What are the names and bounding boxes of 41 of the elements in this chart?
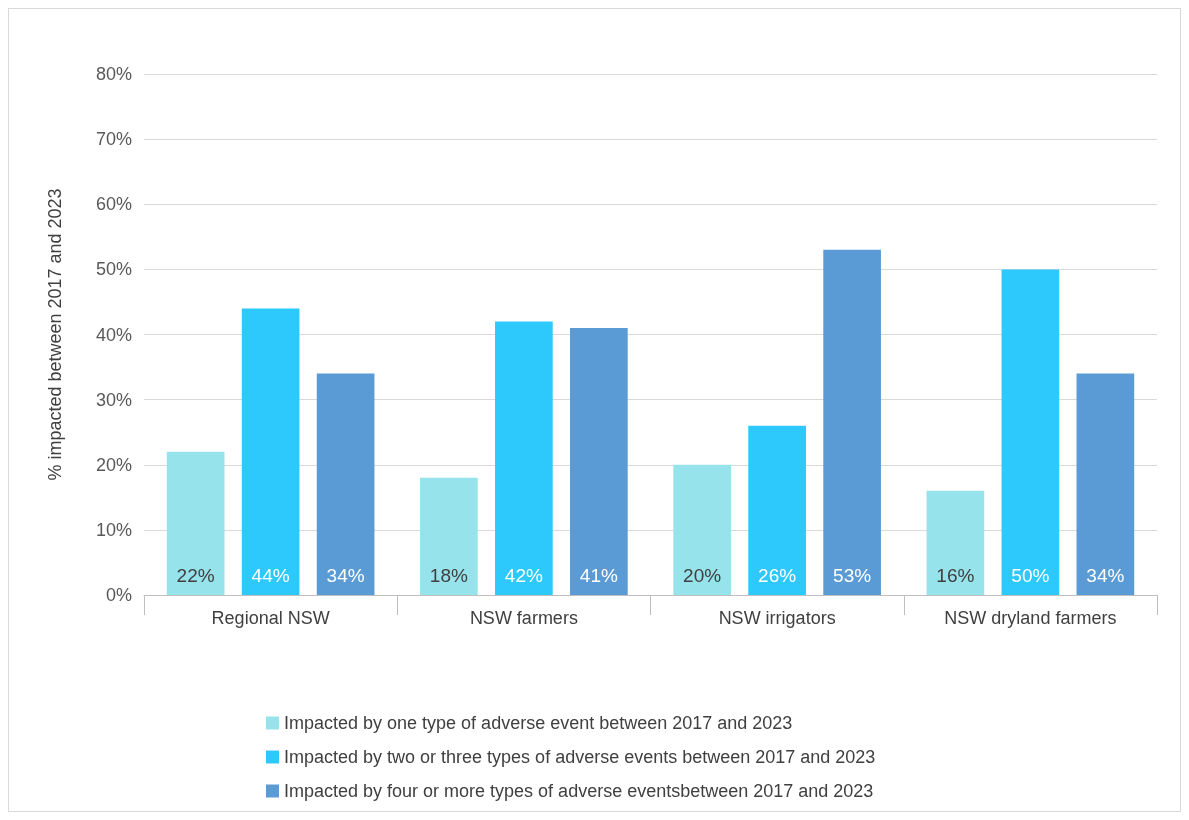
legend-label: Impacted by four or more types of adverse eventsbetween 2017 and 2023 <box>284 781 874 801</box>
bar <box>748 425 806 595</box>
bar <box>166 451 225 595</box>
y-tick-label: 40% <box>95 324 132 345</box>
y-tick-label: 50% <box>95 259 132 280</box>
bar <box>570 327 628 595</box>
data-label: 34% <box>326 565 365 586</box>
bar <box>1001 269 1060 595</box>
data-label: 50% <box>1011 565 1050 586</box>
bar <box>420 477 478 595</box>
y-tick-label: 70% <box>95 129 132 150</box>
data-label: 22% <box>176 565 215 586</box>
bar <box>495 321 553 595</box>
data-label: 20% <box>683 565 722 586</box>
y-tick-label: 60% <box>95 194 132 215</box>
x-tick-label: Regional NSW <box>211 608 330 628</box>
legend-label: Impacted by one type of adverse event between 2017 and 2023 <box>284 713 793 733</box>
y-tick-label: 0% <box>105 585 132 605</box>
y-tick-label: 10% <box>95 519 132 540</box>
data-label: 53% <box>833 565 872 586</box>
x-tick-label: NSW dryland farmers <box>944 608 1117 628</box>
y-tick-label: 20% <box>95 454 132 475</box>
bar <box>316 373 375 595</box>
x-tick-label: NSW irrigators <box>718 608 836 628</box>
legend-label: Impacted by two or three types of adverse events between 2017 and 2023 <box>284 747 876 767</box>
bar <box>823 249 881 595</box>
data-label: 42% <box>504 565 543 586</box>
y-tick-label: 80% <box>95 64 132 84</box>
bar <box>1076 373 1135 595</box>
bar <box>241 308 300 595</box>
y-tick-label: 30% <box>95 389 132 410</box>
data-label: 18% <box>429 565 468 586</box>
data-label: 41% <box>579 565 618 586</box>
x-tick-label: NSW farmers <box>469 608 578 628</box>
y-axis-title: % impacted between 2017 and 2023 <box>45 188 65 481</box>
bar <box>926 490 985 595</box>
data-label: 44% <box>251 565 290 586</box>
data-label: 26% <box>758 565 797 586</box>
bar <box>673 464 731 595</box>
data-label: 16% <box>936 565 975 586</box>
data-label: 34% <box>1086 565 1125 586</box>
